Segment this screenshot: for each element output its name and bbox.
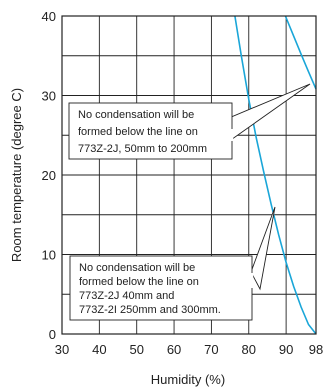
annotation-text: No condensation will be: [78, 109, 194, 121]
y-tick-label: 0: [49, 327, 56, 342]
x-tick-label: 30: [55, 342, 69, 357]
x-tick-label: 60: [167, 342, 181, 357]
x-axis-label: Humidity (%): [151, 372, 225, 387]
series-line-1: [234, 15, 317, 335]
y-tick-label: 40: [42, 9, 56, 24]
y-axis-label: Room temperature (degree C): [9, 88, 24, 262]
plot-frame: [61, 15, 317, 335]
x-tick-label: 40: [92, 342, 106, 357]
annotation-pointer: [250, 206, 276, 291]
x-tick-label: 50: [129, 342, 143, 357]
x-tick-label: 70: [204, 342, 218, 357]
series-line-2: [284, 15, 317, 90]
annotation-text: formed below the line on: [78, 126, 198, 138]
annotation-text: formed below the line on: [79, 276, 199, 288]
annotations-layer: No condensation will be formed below the …: [68, 83, 311, 321]
x-tick-label: 90: [279, 342, 293, 357]
annotation-text: 773Z-2J, 50mm to 200mm: [78, 143, 207, 155]
x-tick-label: 80: [242, 342, 256, 357]
annotation-text: No condensation will be: [79, 262, 195, 274]
annotation-box: [68, 102, 233, 160]
y-tick-label: 20: [42, 168, 56, 183]
y-tick-label: 30: [42, 89, 56, 104]
series-layer: [234, 15, 317, 335]
y-tick-label: 10: [42, 248, 56, 263]
x-tick-label: 98: [309, 342, 323, 357]
ticks-layer: 30 40 50 60 70 80 90 98 0 10 20 30 40: [42, 9, 323, 357]
annotation-text: 773Z-2J 40mm and: [79, 290, 174, 302]
annotation-text: 773Z-2I 250mm and 300mm.: [79, 304, 221, 316]
